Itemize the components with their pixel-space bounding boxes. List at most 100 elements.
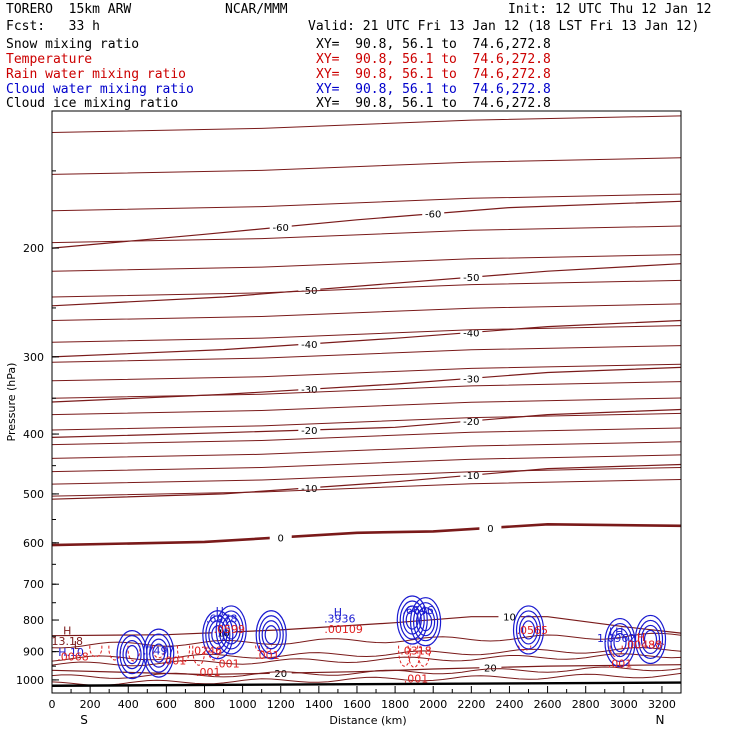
rain-contour-1 <box>108 645 122 661</box>
rain-contour-2 <box>127 645 141 662</box>
isotherm-minor-14 <box>52 441 681 459</box>
cloud-water-contour-5 <box>396 595 428 645</box>
x-tick-label: 800 <box>194 698 215 711</box>
contour-label-2: L <box>74 639 81 652</box>
y-tick-label: 900 <box>23 646 44 659</box>
y-tick-label: 500 <box>23 488 44 501</box>
legend-cloudwater-xy: XY= 90.8, 56.1 to 74.6,272.8 <box>316 82 551 97</box>
isotherm-label-bg <box>460 326 483 338</box>
contour-label-5: .001 <box>162 655 187 668</box>
contour-label-8: .001 <box>255 649 280 662</box>
isotherm-label: -50 <box>301 286 317 297</box>
isotherm-label-bg <box>269 221 292 233</box>
cloud-water-contour-1 <box>152 643 166 663</box>
cloud-water-contour-6 <box>412 602 439 642</box>
y-axis-label: Pressure (hPa) <box>5 363 18 442</box>
isotherm-label-bg <box>298 284 321 296</box>
isotherm-minor-1 <box>52 157 681 175</box>
rain-contour-12 <box>518 645 532 651</box>
cloud-water-contour-0 <box>125 645 139 665</box>
x-tick-label: 2600 <box>534 698 562 711</box>
isotherm-label: -50 <box>463 273 479 284</box>
isotherm-1 <box>52 263 681 307</box>
rain-contour-14 <box>651 642 665 646</box>
isotherm-label: -10 <box>463 471 479 482</box>
isotherm-label-bg <box>479 521 502 533</box>
x-tick-label: 1200 <box>267 698 295 711</box>
cloud-water-contour-6 <box>415 607 436 637</box>
cloud-water-contour-4 <box>261 620 281 650</box>
isotherm-label: -40 <box>301 340 317 351</box>
x-tick-label: 600 <box>156 698 177 711</box>
isotherm-low-2 <box>52 647 681 662</box>
legend-rain-label: Rain water mixing ratio <box>6 67 187 82</box>
isotherm-5 <box>52 463 681 500</box>
isotherm-3 <box>52 366 681 403</box>
isotherm-label: -60 <box>273 223 289 234</box>
x-tick-label: 3000 <box>610 698 638 711</box>
x-tick-label: 2000 <box>419 698 447 711</box>
legend-cloudice-label: Cloud ice mixing ratio <box>6 96 179 111</box>
legend-snow-label: Snow mixing ratio <box>6 37 140 52</box>
isotherm-minor-4 <box>52 254 681 272</box>
isotherm-low-3 <box>52 653 681 667</box>
isotherm-minor-2 <box>52 193 681 212</box>
contour-label-14: H <box>334 606 342 619</box>
contour-label-10: .7497 <box>143 645 175 658</box>
isotherm-label: -10 <box>301 484 317 495</box>
cloud-water-contour-3 <box>215 605 247 655</box>
cloud-water-contour-9 <box>637 619 664 660</box>
cloud-water-contour-1 <box>149 638 169 668</box>
isotherm-label: 0 <box>487 524 493 535</box>
contour-label-16: .00109 <box>324 623 363 636</box>
legend-temperature-label: Temperature <box>6 52 93 67</box>
cloud-water-contour-8 <box>604 617 636 668</box>
isotherm-7 <box>52 616 681 637</box>
y-tick-label: 1000 <box>16 674 44 687</box>
x-tick-label: 1000 <box>229 698 257 711</box>
x-tick-label: 3200 <box>648 698 676 711</box>
forecast-hour: Fcst: 33 h <box>6 19 100 34</box>
isotherm-label: -60 <box>425 210 441 221</box>
end-label-right: N <box>656 713 665 727</box>
contour-label-4: .0068 <box>57 650 89 663</box>
isotherm-minor-0 <box>52 115 681 133</box>
x-tick-label: 2400 <box>495 698 523 711</box>
contour-label-21: LH <box>609 626 623 639</box>
rain-contour-6 <box>207 645 221 661</box>
source-label: NCAR/MMM <box>225 2 288 17</box>
cloud-water-contour-1 <box>143 628 175 678</box>
isotherm-2 <box>52 319 681 358</box>
cloud-water-contour-2 <box>205 615 231 655</box>
isotherm-label: 20 <box>274 669 287 680</box>
contour-label-11: H <box>216 605 224 618</box>
plot-frame <box>51 110 682 694</box>
contour-label-19: .001 <box>404 673 429 686</box>
contour-label-13: .0599 <box>214 623 246 636</box>
cloud-water-contour-1 <box>146 633 172 673</box>
isotherm-label-bg <box>460 469 483 481</box>
cloud-water-contour-9 <box>640 624 661 655</box>
x-tick-label: 2800 <box>572 698 600 711</box>
isotherm-minor-8 <box>52 345 681 363</box>
isotherm-minor-17 <box>52 479 681 497</box>
isotherm-label-bg <box>298 383 321 395</box>
isotherm-label-bg <box>460 372 483 384</box>
isotherm-label: -20 <box>463 417 479 428</box>
rain-contour-10 <box>407 645 421 668</box>
isotherm-label-bg <box>269 531 292 543</box>
y-tick-label: 300 <box>23 351 44 364</box>
y-tick-label: 200 <box>23 242 44 255</box>
isotherm-minor-9 <box>52 363 681 382</box>
isotherm-label-bg <box>298 337 321 349</box>
cloud-water-contour-8 <box>613 632 627 653</box>
x-tick-label: 0 <box>49 698 56 711</box>
cloud-water-contour-4 <box>255 610 287 660</box>
ground-surface <box>51 681 682 687</box>
isotherm-label: -20 <box>301 426 317 437</box>
isotherm-minor-3 <box>52 225 681 244</box>
isotherm-minor-15 <box>52 454 681 473</box>
cloud-water-contour-7 <box>518 615 539 645</box>
legend-rain-xy: XY= 90.8, 56.1 to 74.6,272.8 <box>316 67 551 82</box>
contour-label-24: .00488 <box>624 639 663 652</box>
